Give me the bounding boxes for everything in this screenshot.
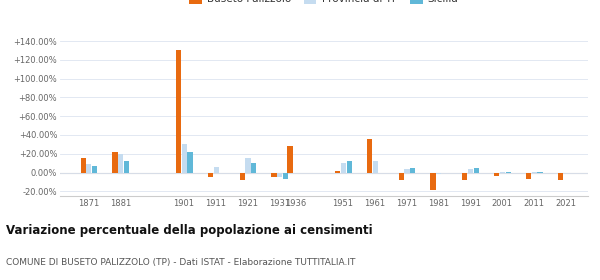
Bar: [436, 172, 442, 174]
Bar: [176, 50, 181, 172]
Bar: [118, 154, 123, 172]
Bar: [494, 172, 499, 176]
Text: COMUNE DI BUSETO PALIZZOLO (TP) - Dati ISTAT - Elaborazione TUTTITALIA.IT: COMUNE DI BUSETO PALIZZOLO (TP) - Dati I…: [6, 258, 355, 267]
Bar: [251, 163, 256, 172]
Bar: [474, 168, 479, 172]
Bar: [92, 166, 97, 172]
Bar: [283, 172, 288, 179]
Bar: [347, 161, 352, 172]
Bar: [80, 158, 86, 172]
Bar: [569, 172, 574, 174]
Bar: [287, 146, 293, 172]
Bar: [271, 172, 277, 177]
Bar: [86, 164, 91, 172]
Bar: [335, 171, 340, 172]
Bar: [341, 163, 346, 172]
Bar: [526, 172, 531, 179]
Bar: [410, 168, 415, 172]
Bar: [293, 172, 298, 174]
Legend: Buseto Palizzolo, Provincia di TP, Sicilia: Buseto Palizzolo, Provincia di TP, Sicil…: [185, 0, 463, 9]
Bar: [404, 169, 410, 172]
Bar: [563, 172, 569, 174]
Bar: [430, 172, 436, 190]
Bar: [558, 172, 563, 180]
Bar: [187, 152, 193, 172]
Bar: [239, 172, 245, 180]
Bar: [245, 158, 251, 172]
Bar: [468, 169, 473, 172]
Bar: [373, 161, 378, 172]
Bar: [112, 152, 118, 172]
Bar: [214, 167, 219, 172]
Text: Variazione percentuale della popolazione ai censimenti: Variazione percentuale della popolazione…: [6, 224, 373, 237]
Bar: [398, 172, 404, 180]
Bar: [208, 172, 213, 177]
Bar: [124, 161, 129, 172]
Bar: [277, 172, 283, 177]
Bar: [182, 144, 187, 172]
Bar: [462, 172, 467, 180]
Bar: [367, 139, 372, 172]
